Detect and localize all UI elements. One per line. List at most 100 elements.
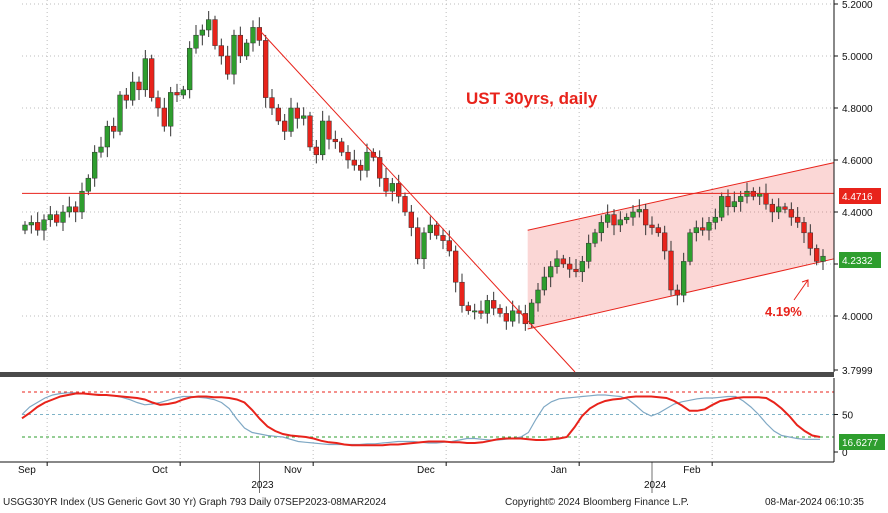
y-tick-label: 4.8000 — [842, 104, 873, 115]
candle — [681, 252, 687, 303]
candle — [776, 198, 782, 220]
candle — [111, 117, 117, 139]
candle — [408, 204, 414, 237]
candle — [180, 85, 186, 99]
candle — [339, 137, 345, 157]
y-tick-label: 4.4000 — [842, 208, 873, 219]
candle — [358, 159, 364, 181]
candle — [22, 221, 28, 235]
x-month-label: Dec — [417, 465, 435, 476]
oscillator-last-badge-text: 16.6277 — [842, 438, 879, 449]
channel-lower-line — [527, 258, 835, 330]
candle — [446, 230, 452, 257]
candle — [275, 104, 281, 125]
y-tick-label: 5.2000 — [842, 0, 873, 11]
candle — [250, 20, 256, 52]
candle — [54, 210, 60, 227]
candle — [301, 107, 307, 126]
candle — [478, 300, 484, 319]
candle — [35, 212, 41, 236]
candle — [440, 228, 446, 250]
candle — [554, 250, 560, 274]
candle — [199, 24, 205, 46]
osc-y-tick-label: 50 — [842, 411, 854, 422]
channel-upper-line — [527, 162, 835, 231]
candle — [28, 215, 34, 234]
candle — [649, 216, 655, 235]
candle — [320, 110, 326, 161]
footer-left: USGG30YR Index (US Generic Govt 30 Yr) G… — [3, 497, 387, 508]
channel-fill — [527, 162, 834, 329]
candle — [472, 303, 478, 320]
candle — [168, 86, 174, 137]
annotation-arrowhead — [801, 279, 809, 287]
x-month-label: Sep — [18, 465, 36, 476]
candle — [814, 244, 820, 266]
candle — [807, 224, 813, 256]
y-tick-label: 5.0000 — [842, 52, 873, 63]
candle — [92, 145, 98, 187]
candle — [465, 301, 471, 315]
candle — [611, 209, 617, 236]
candle — [630, 204, 636, 226]
candle — [491, 291, 497, 316]
candle — [592, 228, 598, 248]
candle — [60, 204, 66, 231]
candle — [731, 191, 737, 213]
oscillator-pane: 50 0 — [21, 391, 854, 459]
footer-center: Copyright© 2024 Bloomberg Finance L.P. — [505, 497, 689, 508]
candle — [218, 38, 224, 65]
candle — [541, 266, 547, 296]
candle — [459, 273, 465, 313]
candle — [693, 220, 699, 242]
candle — [421, 227, 427, 269]
candle — [193, 25, 199, 54]
x-month-label: Jan — [551, 465, 567, 476]
candle — [712, 208, 718, 230]
pane-separator[interactable] — [0, 372, 834, 377]
candle — [605, 204, 611, 228]
candle — [282, 113, 288, 140]
x-year-label: 2023 — [251, 480, 274, 491]
candle — [427, 216, 433, 240]
candle — [351, 149, 357, 171]
candle — [453, 245, 459, 293]
candle — [123, 87, 129, 109]
candle — [535, 282, 541, 312]
annotation-arrow — [793, 279, 809, 301]
candle — [161, 97, 167, 132]
oscillator-last-badge: 16.6277 — [839, 434, 885, 450]
y-tick-label: 4.0000 — [842, 312, 873, 323]
candle — [149, 54, 155, 102]
candle — [364, 143, 370, 178]
candle — [788, 202, 794, 226]
candle — [738, 190, 744, 212]
candle — [795, 207, 801, 228]
candle — [142, 50, 148, 97]
candle — [624, 213, 630, 224]
candle — [687, 228, 693, 266]
candle — [231, 29, 237, 85]
candle — [389, 177, 395, 202]
candle — [668, 240, 674, 296]
candlesticks — [22, 11, 826, 331]
candle — [636, 199, 642, 218]
candle — [548, 261, 554, 288]
candle — [41, 214, 47, 241]
hline-badge: 4.4716 — [839, 188, 881, 204]
candle — [104, 120, 110, 158]
osc-y-tick-label: 0 — [842, 448, 848, 459]
candle — [529, 299, 535, 328]
candle — [598, 215, 604, 242]
candle — [256, 17, 262, 46]
candle — [396, 174, 402, 204]
candle — [617, 211, 623, 233]
trend-channel — [527, 162, 835, 330]
candle — [212, 15, 218, 50]
candle — [269, 89, 275, 116]
candle — [643, 203, 649, 236]
candle — [332, 130, 338, 149]
candle — [820, 249, 826, 270]
downtrend-line — [258, 29, 576, 373]
